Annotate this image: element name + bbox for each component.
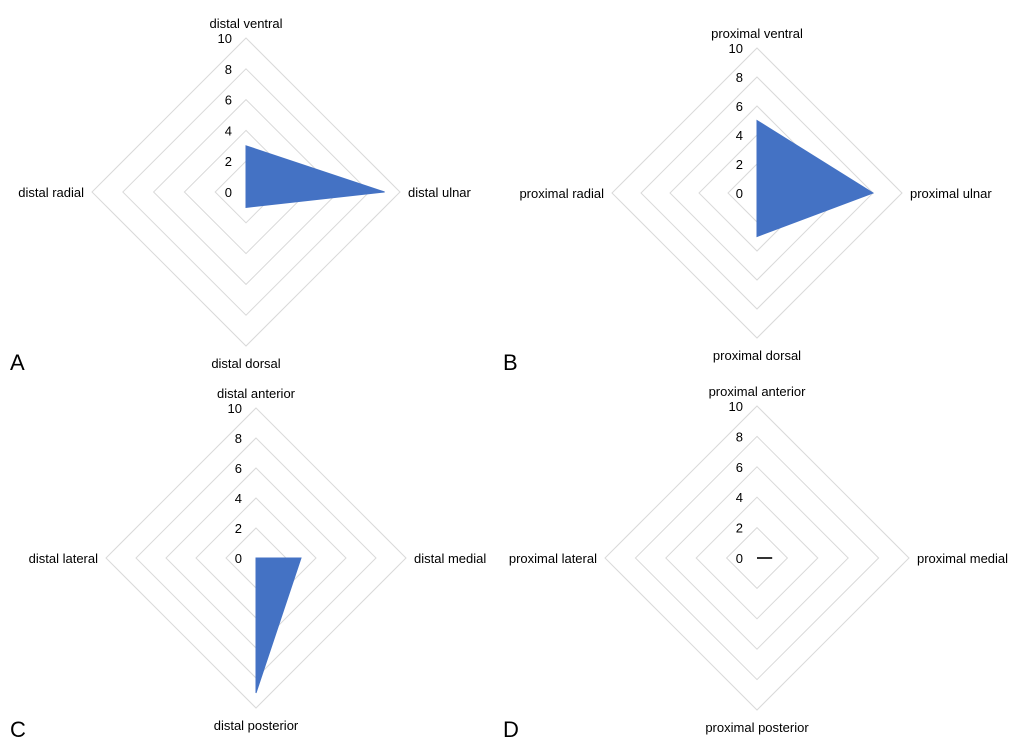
grid-ring — [634, 435, 880, 681]
data-series-area — [255, 557, 302, 694]
axis-label: proximal posterior — [705, 720, 809, 735]
tick-label: 8 — [235, 431, 242, 446]
tick-label: 10 — [729, 399, 743, 414]
axis-label: distal radial — [18, 185, 84, 200]
axis-label: distal medial — [414, 551, 486, 566]
tick-label: 10 — [218, 31, 232, 46]
tick-label: 10 — [729, 41, 743, 56]
axis-label: proximal lateral — [509, 551, 597, 566]
grid-ring — [725, 526, 789, 590]
tick-label: 0 — [736, 551, 743, 566]
axis-label: proximal ventral — [711, 26, 803, 41]
axis-label: proximal dorsal — [713, 348, 801, 363]
axis-label: proximal anterior — [709, 384, 806, 399]
grid-ring — [91, 37, 401, 347]
grid-ring — [122, 68, 370, 316]
tick-label: 2 — [736, 157, 743, 172]
axis-label: distal dorsal — [211, 356, 280, 371]
tick-label: 4 — [235, 491, 242, 506]
axis-label: proximal medial — [917, 551, 1008, 566]
grid-ring — [105, 407, 407, 709]
tick-label: 6 — [225, 93, 232, 108]
grid-ring — [604, 405, 910, 711]
tick-label: 4 — [736, 128, 743, 143]
panel-letter: A — [10, 350, 25, 375]
grid-ring — [695, 496, 819, 620]
tick-label: 8 — [736, 429, 743, 444]
tick-label: 2 — [235, 521, 242, 536]
tick-label: 4 — [736, 490, 743, 505]
tick-label: 8 — [225, 62, 232, 77]
axis-label: distal ventral — [210, 16, 283, 31]
tick-label: 4 — [225, 123, 232, 138]
tick-label: 0 — [225, 185, 232, 200]
tick-label: 2 — [225, 154, 232, 169]
grid-ring — [640, 76, 874, 310]
axis-label: distal ulnar — [408, 185, 472, 200]
tick-label: 2 — [736, 521, 743, 536]
axis-label: proximal radial — [519, 186, 604, 201]
grid-ring — [665, 466, 849, 650]
axis-label: distal lateral — [29, 551, 98, 566]
panel-letter: B — [503, 350, 518, 375]
data-series-area — [245, 145, 385, 208]
axis-label: distal posterior — [214, 718, 299, 733]
panel-letter: D — [503, 717, 519, 738]
tick-label: 8 — [736, 70, 743, 85]
tick-label: 6 — [736, 460, 743, 475]
axis-label: distal anterior — [217, 386, 296, 401]
tick-label: 6 — [736, 99, 743, 114]
grid-ring — [611, 47, 903, 339]
tick-label: 10 — [228, 401, 242, 416]
tick-label: 0 — [235, 551, 242, 566]
tick-label: 0 — [736, 186, 743, 201]
panel-letter: C — [10, 717, 26, 738]
data-series-area — [756, 119, 875, 238]
tick-label: 6 — [235, 461, 242, 476]
grid-ring — [152, 98, 340, 286]
axis-label: proximal ulnar — [910, 186, 992, 201]
